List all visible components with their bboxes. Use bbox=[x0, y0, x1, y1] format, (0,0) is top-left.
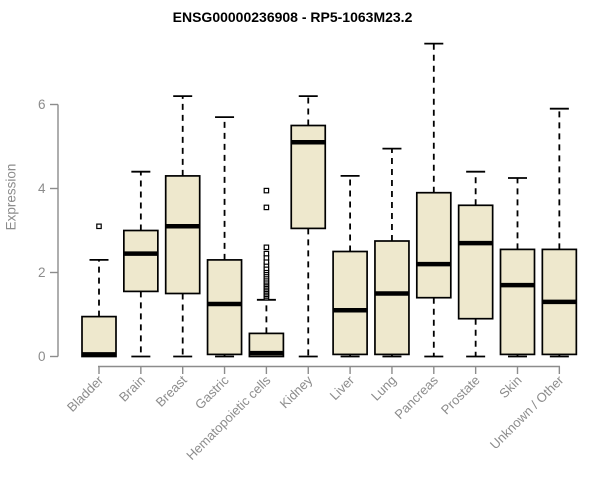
iqr-box bbox=[415, 191, 452, 299]
iqr-box bbox=[81, 315, 117, 358]
y-tick-label: 6 bbox=[38, 97, 46, 112]
chart-title: ENSG00000236908 - RP5-1063M23.2 bbox=[172, 9, 413, 25]
iqr-box bbox=[332, 250, 368, 356]
x-tick-label-bladder: Bladder bbox=[64, 372, 107, 415]
iqr-box bbox=[499, 248, 536, 356]
x-tick-label-breast: Breast bbox=[153, 372, 190, 409]
box-breast bbox=[164, 95, 201, 358]
iqr-box bbox=[122, 229, 159, 293]
outlier-point bbox=[263, 204, 270, 211]
iqr-box bbox=[206, 259, 243, 356]
y-tick-label: 0 bbox=[38, 349, 46, 364]
outlier-point bbox=[263, 244, 270, 251]
iqr-box bbox=[248, 332, 285, 358]
x-tick-label-liver: Liver bbox=[327, 372, 358, 403]
x-tick-label-pancreas: Pancreas bbox=[391, 372, 441, 422]
box-gastric bbox=[206, 116, 243, 358]
x-tick-label-unknown-other: Unknown / Other bbox=[487, 372, 567, 452]
box-bladder bbox=[81, 223, 117, 358]
x-tick-label-gastric: Gastric bbox=[192, 372, 232, 412]
outlier-point bbox=[263, 187, 270, 194]
y-axis: 0 2 4 6 bbox=[38, 97, 59, 364]
y-tick-label: 4 bbox=[38, 181, 46, 196]
x-tick-label-prostate: Prostate bbox=[438, 373, 483, 418]
x-tick-label-kidney: Kidney bbox=[277, 372, 316, 411]
box-lung bbox=[374, 147, 410, 358]
x-tick-label-brain: Brain bbox=[116, 373, 148, 405]
y-axis-label: Expression bbox=[3, 163, 19, 231]
outlier-point bbox=[263, 250, 270, 257]
x-tick-label-skin: Skin bbox=[496, 373, 524, 401]
box-hematopoietic-cells bbox=[248, 187, 285, 358]
box-skin bbox=[499, 177, 536, 358]
outlier-point bbox=[96, 223, 102, 230]
iqr-box bbox=[374, 240, 410, 356]
box-pancreas bbox=[415, 42, 452, 358]
box-prostate bbox=[457, 170, 494, 358]
box-brain bbox=[122, 170, 159, 358]
box-kidney bbox=[290, 95, 327, 358]
x-tick-label-lung: Lung bbox=[368, 373, 399, 404]
iqr-box bbox=[164, 175, 201, 295]
box-liver bbox=[332, 174, 368, 358]
box-unknown-other bbox=[541, 107, 578, 358]
iqr-box bbox=[457, 204, 494, 320]
y-tick-label: 2 bbox=[38, 265, 46, 280]
